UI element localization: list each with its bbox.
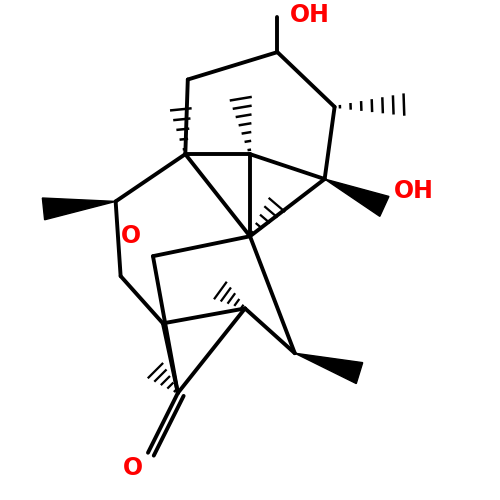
Text: O: O	[123, 456, 143, 479]
Polygon shape	[324, 179, 389, 216]
Text: OH: OH	[290, 3, 330, 27]
Polygon shape	[295, 353, 362, 384]
Polygon shape	[42, 198, 116, 220]
Text: O: O	[120, 224, 141, 248]
Text: OH: OH	[394, 180, 434, 204]
